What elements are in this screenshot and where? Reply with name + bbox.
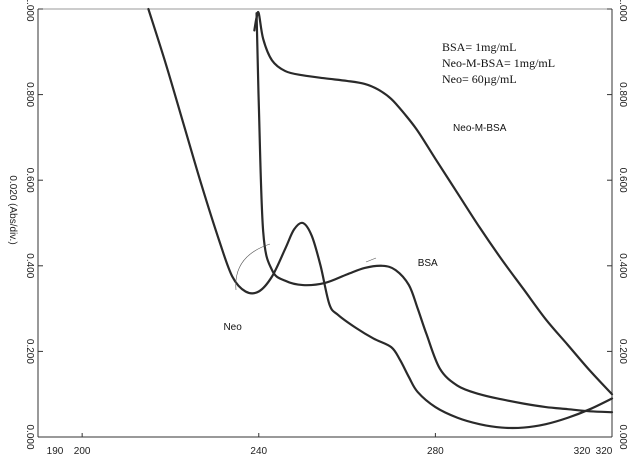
x-tick-label-1: 200 [74, 446, 91, 457]
y-tick-label-right-3: 0.600 [617, 168, 628, 193]
series-line-neo-m-bsa [253, 10, 614, 396]
series-line-neo [147, 7, 614, 430]
y-tick-label-right-1: 0.200 [617, 339, 628, 364]
series-label-bsa: BSA [418, 258, 438, 269]
x-ticks: 190 200 240 280 320 320 [37, 433, 613, 457]
series-label-neo-m-bsa: Neo-M-BSA [453, 123, 507, 134]
plot-frame [37, 8, 613, 438]
y-tick-label-left-5: 1.000 [24, 0, 35, 22]
label-leaders [235, 243, 377, 291]
series-label-neo: Neo [223, 322, 242, 333]
legend-entry-0: BSA= 1mg/mL [442, 40, 516, 54]
y-tick-label-left-0: 0.000 [24, 424, 35, 449]
y-tick-label-right-0: 0.000 [617, 424, 628, 449]
y-tick-label-left-2: 0.400 [24, 253, 35, 278]
series-annotations: Neo-M-BSA BSA Neo [223, 123, 506, 333]
bsa-leader [365, 257, 377, 263]
y-tick-label-left-4: 0.800 [24, 82, 35, 107]
legend-entry-1: Neo-M-BSA= 1mg/mL [442, 56, 555, 70]
y-axis-label: 0.020 (Abs/div.) [7, 175, 18, 244]
y-tick-label-left-1: 0.200 [24, 339, 35, 364]
y-ticks-left: 0.000 0.200 0.400 0.600 0.800 1.000 [24, 0, 43, 450]
y-tick-label-right-5: 1.000 [617, 0, 628, 22]
legend: BSA= 1mg/mL Neo-M-BSA= 1mg/mL Neo= 60µg/mL [442, 40, 555, 86]
series-line-bsa [255, 12, 614, 414]
neo-leader [235, 243, 271, 291]
y-tick-label-right-4: 0.800 [617, 82, 628, 107]
x-tick-label-5: 320 [596, 446, 613, 457]
y-ticks-right: 0.000 0.200 0.400 0.600 0.800 1.000 [607, 0, 628, 450]
x-tick-label-4: 320 [574, 446, 591, 457]
y-tick-label-right-2: 0.400 [617, 253, 628, 278]
y-tick-label-left-3: 0.600 [24, 168, 35, 193]
series-layer [147, 7, 614, 430]
x-tick-label-0: 190 [47, 446, 64, 457]
legend-entry-2: Neo= 60µg/mL [442, 72, 517, 86]
x-tick-label-3: 280 [427, 446, 444, 457]
x-tick-label-2: 240 [250, 446, 267, 457]
